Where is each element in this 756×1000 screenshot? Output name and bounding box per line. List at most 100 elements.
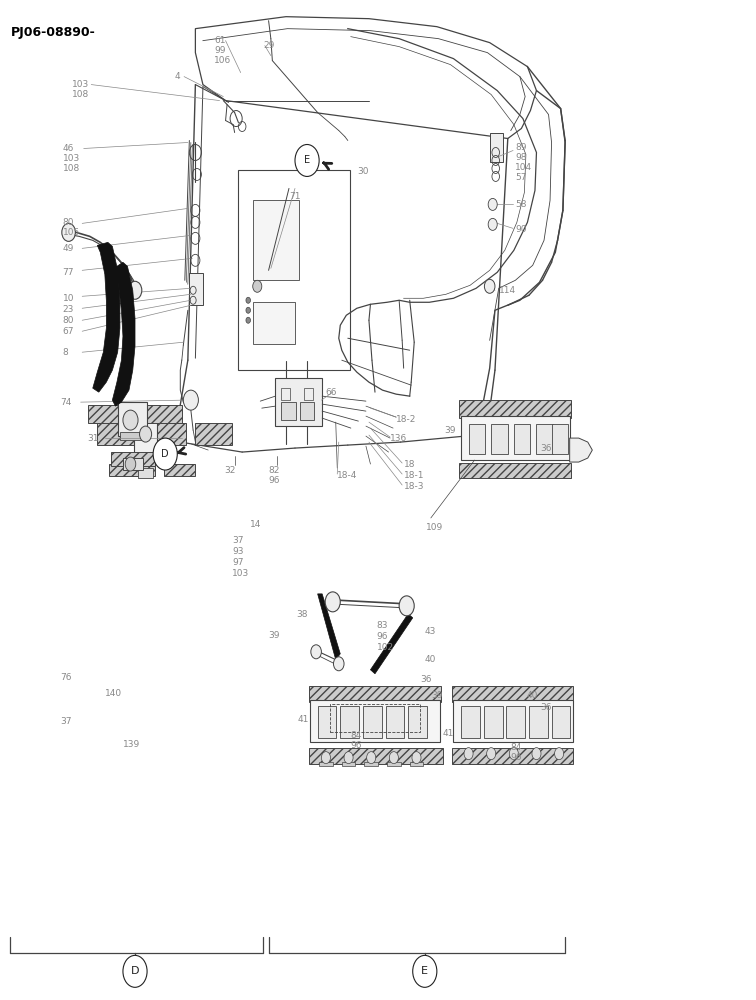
Text: 36: 36 — [541, 703, 552, 712]
Text: 139: 139 — [123, 740, 140, 749]
Circle shape — [62, 223, 76, 241]
Bar — [119, 402, 147, 436]
Bar — [189, 273, 203, 305]
Text: 39: 39 — [432, 691, 443, 700]
Bar — [281, 402, 296, 420]
Bar — [135, 420, 157, 458]
Bar — [340, 706, 359, 738]
Text: 89: 89 — [516, 143, 527, 152]
Text: 96: 96 — [268, 476, 280, 485]
Bar — [491, 424, 508, 454]
Bar — [304, 388, 313, 400]
Bar — [469, 424, 485, 454]
Text: 57: 57 — [516, 173, 527, 182]
Text: 37: 37 — [60, 717, 72, 726]
Text: 136: 136 — [390, 434, 407, 443]
Text: 39: 39 — [268, 631, 279, 640]
Text: 82: 82 — [268, 466, 280, 475]
Bar — [529, 706, 548, 738]
Text: 18-4: 18-4 — [337, 471, 358, 480]
Bar — [194, 423, 232, 445]
Bar — [461, 416, 570, 460]
Text: 10: 10 — [63, 294, 74, 303]
Text: 108: 108 — [73, 90, 90, 99]
Circle shape — [389, 752, 398, 764]
Text: 30: 30 — [357, 167, 368, 176]
Text: 14: 14 — [249, 520, 261, 529]
Bar — [319, 762, 333, 766]
Text: 18-3: 18-3 — [404, 482, 424, 491]
Text: PJ06-08890-: PJ06-08890- — [11, 26, 95, 39]
Circle shape — [485, 279, 495, 293]
Text: 38: 38 — [296, 610, 308, 619]
Text: 99: 99 — [214, 46, 226, 55]
Bar — [460, 400, 572, 418]
Text: 103: 103 — [73, 80, 90, 89]
Text: 76: 76 — [60, 673, 72, 682]
Text: 29: 29 — [263, 41, 274, 50]
Circle shape — [125, 457, 136, 471]
Text: 18-2: 18-2 — [396, 415, 417, 424]
Circle shape — [123, 410, 138, 430]
Text: 61: 61 — [214, 36, 226, 45]
Bar — [552, 424, 569, 454]
Text: 96: 96 — [376, 632, 388, 641]
Text: 46: 46 — [63, 144, 74, 153]
Text: 105: 105 — [63, 228, 80, 237]
Text: 93: 93 — [232, 547, 244, 556]
Bar — [461, 706, 480, 738]
Bar — [299, 402, 314, 420]
Bar — [552, 706, 571, 738]
Circle shape — [325, 592, 340, 612]
Bar — [144, 405, 181, 423]
Bar — [123, 458, 143, 470]
Text: D: D — [131, 966, 139, 976]
Text: 32: 32 — [224, 466, 235, 475]
Bar — [490, 133, 503, 162]
Circle shape — [555, 748, 564, 760]
Bar — [454, 700, 573, 742]
Circle shape — [183, 390, 198, 410]
Circle shape — [510, 748, 519, 760]
Text: 109: 109 — [426, 523, 444, 532]
Circle shape — [311, 645, 321, 659]
Polygon shape — [93, 242, 120, 392]
Bar — [330, 704, 420, 732]
Bar — [275, 378, 322, 426]
Bar — [452, 748, 573, 764]
Text: 97: 97 — [232, 558, 244, 567]
Text: 84: 84 — [350, 731, 361, 740]
Bar — [342, 762, 355, 766]
Text: 96: 96 — [511, 753, 522, 762]
Text: 40: 40 — [425, 655, 436, 664]
Text: 80: 80 — [63, 316, 74, 325]
Bar — [97, 423, 185, 445]
Text: D: D — [161, 449, 169, 459]
Text: 58: 58 — [516, 200, 527, 209]
Bar — [484, 706, 503, 738]
Text: 102: 102 — [376, 643, 394, 652]
Circle shape — [532, 748, 541, 760]
Circle shape — [129, 281, 142, 299]
Text: 83: 83 — [376, 621, 388, 630]
Circle shape — [246, 317, 250, 323]
Polygon shape — [370, 614, 413, 674]
Text: 37: 37 — [232, 536, 244, 545]
Circle shape — [488, 218, 497, 230]
Bar — [142, 456, 150, 460]
Circle shape — [246, 297, 250, 303]
Bar — [138, 468, 153, 478]
Circle shape — [412, 752, 421, 764]
Text: 31: 31 — [88, 434, 99, 443]
Bar — [318, 706, 336, 738]
Text: 4: 4 — [174, 72, 180, 81]
Circle shape — [321, 752, 330, 764]
Bar — [310, 700, 440, 742]
Circle shape — [295, 144, 319, 176]
Bar — [109, 464, 156, 476]
Text: 106: 106 — [214, 56, 231, 65]
Bar — [507, 706, 525, 738]
Bar — [281, 388, 290, 400]
Text: 41: 41 — [442, 729, 454, 738]
Text: 36: 36 — [541, 444, 552, 453]
